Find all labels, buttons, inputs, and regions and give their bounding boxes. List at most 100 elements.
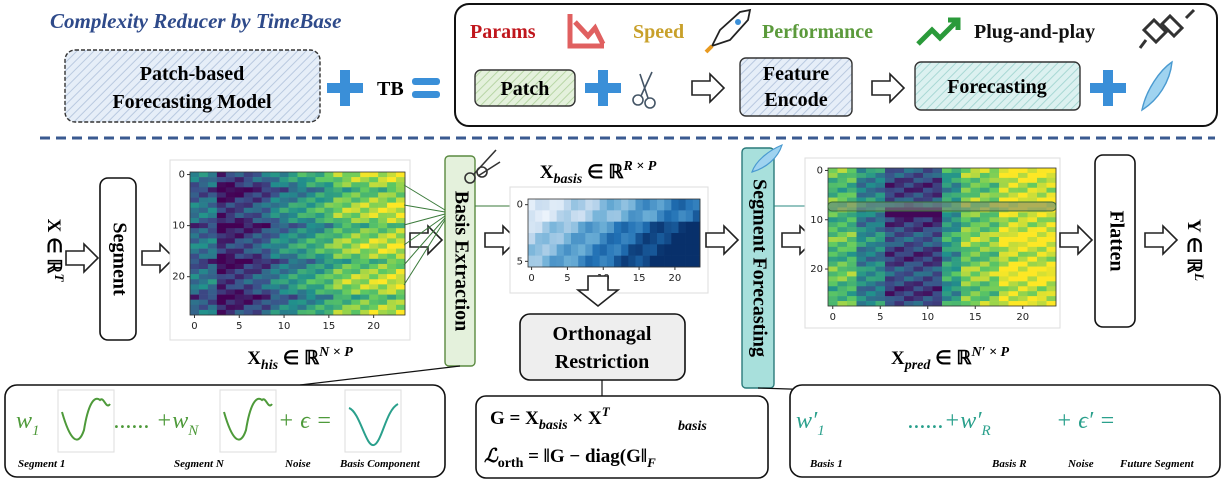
heat-cell [360,269,370,275]
heat-cell [923,222,933,228]
heat-cell [396,187,406,193]
heat-cell [904,197,914,203]
heat-cell [324,228,334,234]
heat-cell [685,244,694,256]
heat-cell [923,197,933,203]
heat-cell [342,284,352,290]
heat-cell [999,266,1009,272]
heat-cell [270,223,280,229]
heat-cell [234,217,245,224]
heat-cell [599,233,608,245]
heat-cell [190,248,200,255]
heat-cell [923,168,933,174]
heat-cell [961,241,971,248]
superscript: N × P [318,345,353,360]
heat-cell [980,241,990,248]
heat-cell [396,248,406,255]
heat-cell [599,210,608,222]
heat-cell [324,243,334,249]
heat-cell [378,294,388,300]
heat-cell [1027,241,1038,248]
heat-cell [252,197,262,203]
heat-cell [913,187,924,193]
heat-cell [351,279,361,285]
heat-cell [1008,197,1019,203]
heat-cell [234,253,245,260]
rocket-icon [704,8,752,54]
heat-cell [351,304,361,311]
heat-cell [324,217,334,224]
heat-cell [951,217,962,223]
heat-cell [837,172,848,179]
heat-cell [999,246,1009,253]
heat-cell [360,228,370,234]
heat-cell [190,243,200,249]
heat-cell [369,274,379,280]
heat-cell [1008,256,1019,262]
heat-cell [207,228,218,234]
heat-cell [351,274,361,280]
heat-cell [234,172,245,178]
heat-cell [856,276,867,282]
heat-cell [932,197,943,203]
heat-cell [885,222,895,228]
heat-cell [692,233,701,245]
y-tick-label: 20 [810,264,823,275]
heat-cell [980,168,990,174]
heat-cell [592,255,600,268]
heat-cell [875,246,886,253]
heatmap-border [189,171,406,316]
heat-cell [198,248,209,255]
heat-cell [875,251,886,258]
heat-cell [261,217,271,224]
heat-cell [396,223,406,229]
heat-cell [980,276,990,282]
superscript: T [52,273,67,282]
heat-cell [297,217,307,224]
heat-cell [1027,296,1038,302]
heat-cell [664,221,672,234]
heat-cell [396,238,406,244]
heat-cell [542,210,550,222]
heat-cell [542,199,550,211]
heat-cell [342,217,352,224]
heat-cell [932,266,943,272]
heat-cell [216,248,227,255]
heat-cell [225,197,236,203]
heat-cell [225,202,236,209]
heat-cell [1037,217,1047,223]
heat-cell [225,243,236,249]
heat-cell [243,177,254,183]
sum-formula: w′1 ......+w′R + ϵ′ = [796,408,1115,439]
heat-cell [692,199,701,211]
heat-cell [324,304,334,311]
benefit: Speed [633,21,684,43]
heat-cell [999,197,1009,203]
heat-cell [856,266,867,272]
heat-cell [678,221,686,234]
heat-cell [671,210,679,222]
heat-cell [216,309,227,316]
heat-cell [989,222,1000,228]
heat-cell [866,232,876,238]
heat-cell [1018,251,1028,258]
heat-cell [216,299,227,306]
heat-cell [198,304,209,311]
heat-cell [315,217,325,224]
heat-cell [333,172,343,178]
heat-cell [885,271,895,277]
heat-cell [875,227,886,233]
y-tick-label: 0 [817,165,823,176]
heat-cell [685,233,694,245]
heat-cell [225,187,236,193]
heat-cell [923,232,933,238]
heat-cell [342,304,352,311]
heat-cell [351,269,361,275]
heat-cell [999,251,1009,258]
heat-cell [216,238,227,244]
heat-cell [837,182,848,189]
heat-cell [578,255,586,268]
heat-cell [904,261,914,267]
heat-cell [980,291,990,297]
heat-cell [279,289,289,295]
